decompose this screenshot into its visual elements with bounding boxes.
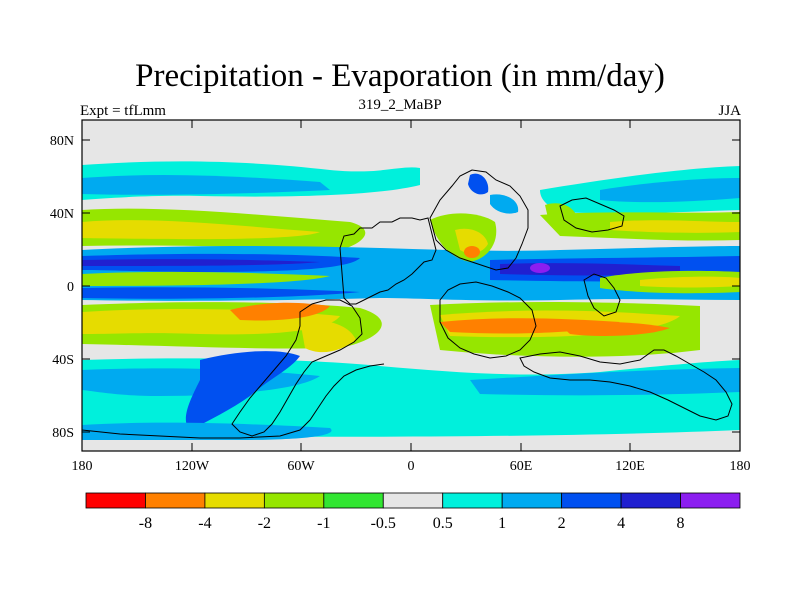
north-subtropic-dry-core — [82, 220, 320, 240]
colorbar-swatch — [382, 492, 444, 509]
peak-wet-spot — [530, 263, 550, 273]
south-pacific-strong-dry — [230, 302, 330, 321]
itcz-strongest — [82, 259, 320, 266]
south-america-coast — [231, 299, 363, 437]
colorbar-label: -1 — [317, 515, 330, 532]
equatorial-dry-tongue-pacific — [82, 271, 330, 286]
colorbar-swatch — [561, 492, 622, 509]
north-atlantic-wet-core — [600, 178, 740, 203]
colorbar-swatch — [680, 492, 741, 509]
asia-coast — [559, 197, 625, 233]
experiment-label: Expt = tfLmm — [80, 103, 166, 119]
colorbar-swatch — [442, 492, 503, 509]
colorbar: -8 -4 -2 -1 -0.5 0.5 1 2 4 8 — [85, 492, 741, 532]
antarctic-coast-west — [82, 363, 385, 439]
lon-ticks — [81, 120, 741, 451]
lat-label-40n: 40N — [50, 207, 74, 222]
lon-label-60e: 60E — [510, 459, 533, 474]
colorbar-label: -2 — [258, 515, 271, 532]
central-asia-green — [545, 203, 578, 225]
andes-wet-core — [185, 351, 300, 430]
lat-label-80s: 80S — [52, 426, 74, 441]
colorbar-swatch — [85, 492, 146, 509]
southeast-asia-coast — [583, 273, 621, 317]
contour-field — [82, 120, 740, 451]
lon-label-0: 0 — [408, 459, 415, 474]
colorbar-swatch — [204, 492, 265, 509]
colorbar-label: 4 — [617, 515, 625, 532]
lon-label-120w: 120W — [175, 459, 210, 474]
antarctica-australia-coast — [519, 349, 733, 421]
north-atlantic-subtropic-core — [610, 220, 740, 233]
south-africa-coast — [439, 281, 537, 359]
colorbar-label: 2 — [558, 515, 566, 532]
colorbar-label: -8 — [139, 515, 152, 532]
colorbar-label: -4 — [198, 515, 211, 532]
colorbar-swatch — [145, 492, 206, 509]
colorbar-swatch — [263, 492, 325, 509]
south-indian-strong-dry-east — [560, 322, 670, 336]
season-label: JJA — [718, 103, 741, 119]
lat-label-40s: 40S — [52, 353, 74, 368]
colorbar-label: 8 — [677, 515, 685, 532]
lon-label-180e: 180 — [730, 459, 751, 474]
equatorial-dry-tongue-core — [640, 276, 740, 288]
colorbar-label: -0.5 — [371, 515, 396, 532]
south-america-yellow — [300, 319, 356, 353]
coastlines — [82, 169, 733, 439]
lon-label-180w: 180 — [72, 459, 93, 474]
north-pacific-wet-core — [82, 175, 330, 195]
lat-label-80n: 80N — [50, 134, 74, 149]
europe-wet-spot — [468, 173, 489, 195]
lon-label-60w: 60W — [287, 459, 315, 474]
north-africa-orange — [464, 246, 480, 258]
mediterranean-wet — [490, 194, 519, 214]
africa-eurasia-coast — [429, 169, 529, 271]
colorbar-label: 1 — [498, 515, 506, 532]
case-label: 319_2_MaBP — [358, 97, 442, 113]
colorbar-swatch — [323, 492, 384, 509]
lat-label-0: 0 — [67, 280, 74, 295]
north-america-coast — [339, 217, 437, 305]
itcz-south-core — [82, 287, 360, 299]
north-africa-yellow — [455, 228, 488, 254]
colorbar-swatch — [620, 492, 681, 509]
lat-ticks — [82, 139, 740, 433]
colorbar-swatch — [501, 492, 563, 509]
lon-label-120e: 120E — [615, 459, 645, 474]
colorbar-label: 0.5 — [433, 515, 453, 532]
plot-title: Precipitation - Evaporation (in mm/day) — [135, 58, 665, 94]
